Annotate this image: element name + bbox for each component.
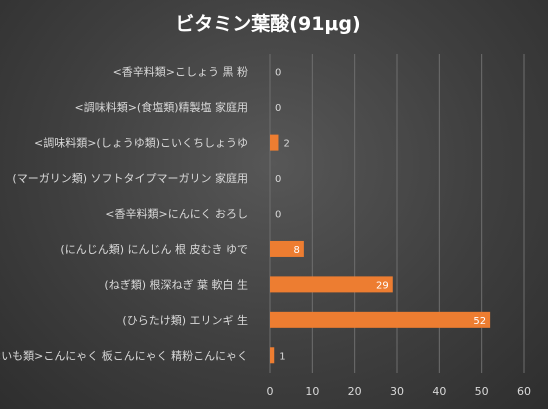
x-tick-label: 20 <box>348 385 362 398</box>
x-tick-label: 40 <box>432 385 446 398</box>
x-tick-labels: 0 10 20 30 40 50 60 <box>267 385 532 398</box>
data-label: 0 <box>275 68 281 79</box>
data-label: 52 <box>473 316 486 327</box>
bar <box>270 347 275 364</box>
data-label: 1 <box>279 351 285 362</box>
category-label: <調味料類>(しょうゆ類)こいくちしょうゆ <box>34 136 248 150</box>
bar <box>270 311 491 328</box>
category-labels: <香辛料類>こしょう 黒 粉 <調味料類>(食塩類)精製塩 家庭用 <調味料類>(し… <box>0 65 248 363</box>
x-tick-label: 60 <box>517 385 531 398</box>
category-label: <調味料類>(食塩類)精製塩 家庭用 <box>74 100 248 114</box>
data-label: 0 <box>275 103 281 114</box>
x-tick-label: 30 <box>390 385 404 398</box>
chart-title: ビタミン葉酸(91μg) <box>175 12 360 35</box>
x-tick-label: 50 <box>475 385 489 398</box>
data-label: 2 <box>283 139 289 150</box>
data-label: 0 <box>275 210 281 221</box>
category-label: <いも類>こんにゃく 板こんにゃく 精粉こんにゃく <box>0 348 248 362</box>
x-tick-label: 10 <box>305 385 319 398</box>
category-label: <香辛料類>こしょう 黒 粉 <box>113 65 248 79</box>
data-label: 8 <box>293 245 299 256</box>
gridlines <box>269 54 525 373</box>
x-tick-label: 0 <box>267 385 274 398</box>
category-label: <香辛料類>にんにく おろし <box>105 207 248 221</box>
bar <box>270 134 279 151</box>
data-label: 29 <box>376 280 389 291</box>
category-label: (にんじん類) にんじん 根 皮むき ゆで <box>60 242 248 256</box>
bar <box>270 240 304 257</box>
category-label: (マーガリン類) ソフトタイプマーガリン 家庭用 <box>12 171 248 185</box>
category-label: (ひらたけ類) エリンギ 生 <box>122 313 248 327</box>
bars <box>270 134 491 364</box>
data-labels: 0 0 2 0 0 8 29 52 1 <box>275 68 486 363</box>
bar <box>270 276 393 293</box>
category-label: (ねぎ類) 根深ねぎ 葉 軟白 生 <box>104 277 248 291</box>
data-label: 0 <box>275 174 281 185</box>
